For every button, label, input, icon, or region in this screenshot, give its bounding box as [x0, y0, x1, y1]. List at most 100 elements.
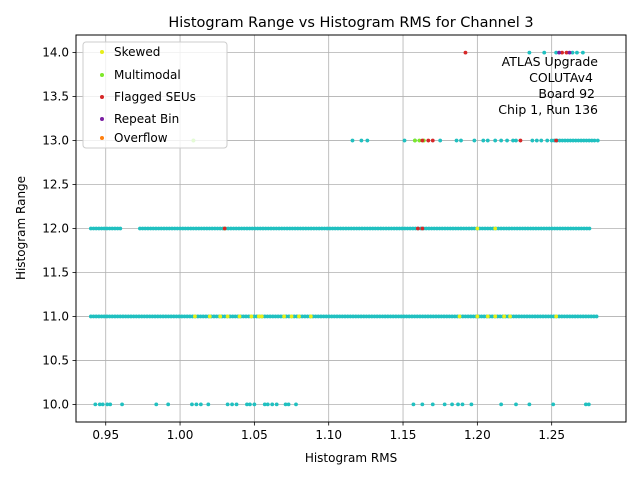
data-point — [354, 226, 359, 231]
data-point-skewed — [282, 314, 287, 319]
data-point — [576, 226, 581, 231]
x-tick-label: 1.10 — [315, 428, 342, 442]
data-point — [283, 402, 288, 407]
data-point — [573, 314, 578, 319]
data-point — [560, 138, 565, 143]
data-point — [303, 226, 308, 231]
data-point — [327, 314, 331, 319]
data-point — [278, 314, 283, 319]
data-point — [234, 226, 239, 231]
data-point — [542, 226, 546, 231]
data-point-skewed — [237, 314, 242, 319]
data-point — [396, 314, 401, 319]
data-point — [431, 314, 436, 319]
data-point — [595, 138, 600, 143]
data-point — [210, 226, 215, 231]
annotation-line: Board 92 — [538, 86, 595, 101]
data-point — [583, 314, 588, 319]
data-point-repeat-bin — [567, 50, 572, 55]
data-point — [392, 226, 397, 231]
data-point — [411, 402, 416, 407]
data-point — [245, 226, 249, 231]
data-point — [250, 226, 255, 231]
data-point — [498, 314, 503, 319]
data-point — [464, 226, 469, 231]
data-point — [499, 226, 504, 231]
data-point — [376, 226, 380, 231]
data-point — [384, 226, 388, 231]
data-point — [163, 314, 168, 319]
data-point — [349, 226, 354, 231]
data-point — [555, 226, 560, 231]
data-point — [375, 314, 380, 319]
data-point — [592, 138, 597, 143]
run-annotation: ATLAS Upgrade COLUTAv4 Board 92 Chip 1, … — [498, 54, 598, 117]
data-point — [367, 314, 372, 319]
y-tick-label: 13.0 — [42, 134, 69, 148]
legend-label: Repeat Bin — [114, 112, 179, 126]
data-point — [499, 138, 504, 143]
data-point — [402, 314, 406, 319]
data-point — [341, 226, 346, 231]
data-point — [356, 314, 361, 319]
data-point — [239, 226, 244, 231]
data-point — [472, 138, 477, 143]
data-point — [565, 138, 570, 143]
data-point — [271, 226, 276, 231]
data-point — [454, 138, 459, 143]
data-point — [263, 226, 268, 231]
data-point — [319, 226, 324, 231]
data-point — [286, 314, 291, 319]
data-point — [139, 314, 144, 319]
data-point — [230, 402, 234, 407]
data-point — [206, 402, 211, 407]
data-point — [459, 226, 463, 231]
data-point — [105, 314, 109, 319]
y-axis-label: Histogram Range — [14, 176, 28, 280]
data-point — [448, 226, 453, 231]
data-point — [262, 314, 267, 319]
data-point-skewed — [207, 314, 212, 319]
data-point — [418, 314, 422, 319]
data-point-skewed — [193, 314, 197, 319]
data-point — [252, 314, 256, 319]
legend-box — [82, 41, 228, 149]
x-tick-label: 1.25 — [538, 428, 565, 442]
y-tick-label: 11.5 — [42, 265, 69, 279]
data-point-skewed — [502, 314, 507, 319]
data-point — [143, 226, 148, 231]
data-point — [549, 138, 554, 143]
data-point — [525, 226, 530, 231]
data-point — [587, 138, 592, 143]
data-point — [591, 314, 596, 319]
data-point — [539, 226, 544, 231]
data-point — [282, 226, 287, 231]
data-point-flagged-seus — [554, 138, 559, 143]
data-point — [311, 226, 316, 231]
data-point — [584, 226, 589, 231]
data-point — [428, 314, 433, 319]
data-point — [544, 226, 549, 231]
data-point — [357, 226, 362, 231]
data-point — [557, 314, 562, 319]
data-point — [270, 402, 275, 407]
data-point — [348, 314, 353, 319]
data-point — [589, 314, 594, 319]
data-point — [99, 314, 104, 319]
data-point — [166, 314, 171, 319]
data-point — [460, 314, 465, 319]
data-point — [305, 314, 310, 319]
data-point — [410, 314, 414, 319]
x-axis-label: Histogram RMS — [305, 451, 397, 465]
data-point — [488, 226, 493, 231]
data-point — [228, 226, 233, 231]
data-point — [568, 138, 573, 143]
data-point — [551, 402, 556, 407]
data-point — [330, 226, 335, 231]
data-point — [279, 226, 284, 231]
data-point — [415, 314, 420, 319]
data-point — [118, 314, 123, 319]
data-point — [351, 314, 355, 319]
data-point — [91, 314, 96, 319]
legend-marker — [100, 117, 104, 121]
